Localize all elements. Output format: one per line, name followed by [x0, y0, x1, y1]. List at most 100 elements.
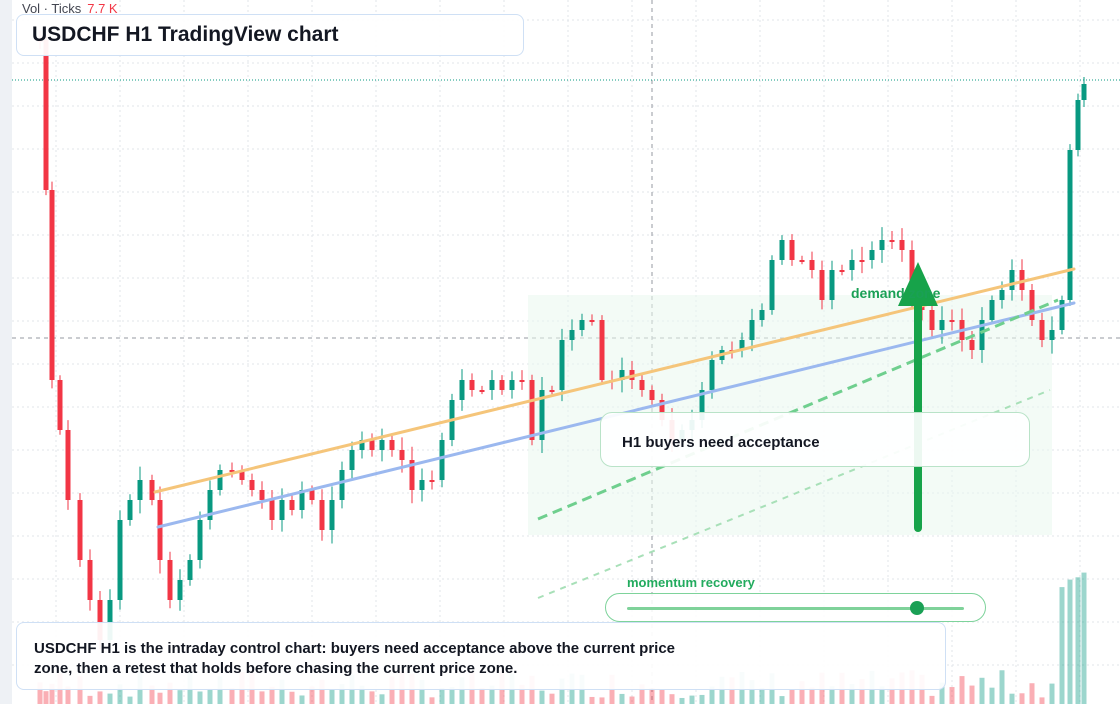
- candle-body: [589, 320, 595, 322]
- volume-bar: [107, 693, 113, 704]
- candle-body: [137, 480, 143, 500]
- candle-body: [839, 270, 845, 272]
- volume-bar: [319, 679, 325, 704]
- volume-bar: [369, 691, 375, 704]
- volume-bar: [259, 691, 265, 704]
- candle-body: [829, 270, 835, 300]
- volume-bar: [49, 683, 55, 704]
- volume-bar: [719, 676, 725, 704]
- candle-body: [65, 430, 71, 500]
- summary-text: USDCHF H1 is the intraday control chart:…: [34, 640, 676, 677]
- volume-bar: [389, 676, 395, 704]
- candle-body: [599, 320, 605, 380]
- candle-body: [579, 320, 585, 330]
- volume-bar: [629, 696, 635, 704]
- candle-body: [77, 500, 83, 560]
- candle-body: [999, 290, 1005, 300]
- volume-bar: [729, 677, 735, 704]
- candle-body: [1039, 320, 1045, 340]
- candle-body: [107, 600, 113, 640]
- candle-body: [127, 500, 133, 520]
- candle-body: [649, 390, 655, 400]
- candle-body: [1081, 84, 1087, 100]
- volume-bar: [589, 696, 595, 704]
- summary-card: USDCHF H1 is the intraday control chart:…: [16, 622, 946, 690]
- candle-body: [1009, 270, 1015, 290]
- volume-bar: [379, 694, 385, 704]
- volume-bar: [549, 693, 555, 704]
- volume-bar: [929, 695, 935, 704]
- candle-body: [389, 440, 395, 450]
- candle-body: [1049, 330, 1055, 340]
- acceptance-note: H1 buyers need acceptance: [600, 412, 1030, 467]
- candle-body: [879, 240, 885, 250]
- candle-body: [187, 560, 193, 580]
- volume-bar: [157, 692, 163, 704]
- momentum-track: [627, 607, 964, 610]
- candle-body: [789, 240, 795, 260]
- volume-bar: [749, 680, 755, 704]
- candle-body: [117, 520, 123, 600]
- candle-body: [979, 320, 985, 350]
- price-scale-rail[interactable]: [0, 0, 12, 704]
- volume-bar: [619, 693, 625, 704]
- volume-bar: [799, 681, 805, 704]
- candle-body: [339, 470, 345, 500]
- candle-body: [779, 240, 785, 260]
- up-arrow-icon: [898, 262, 938, 306]
- volume-bar: [329, 688, 335, 704]
- volume-bar: [709, 686, 715, 704]
- volume-bar: [979, 677, 985, 704]
- volume-bar: [689, 695, 695, 704]
- candle-body: [439, 440, 445, 480]
- candle-body: [57, 380, 63, 430]
- candle-body: [519, 380, 525, 382]
- demand-zone-upper-dash: [537, 298, 1059, 521]
- volume-bar: [269, 686, 275, 704]
- volume-bar: [559, 678, 565, 704]
- candle-body: [87, 560, 93, 600]
- volume-bar: [479, 687, 485, 704]
- volume-bar: [889, 678, 895, 704]
- momentum-knob[interactable]: [909, 601, 924, 615]
- candle-body: [1067, 150, 1073, 300]
- candle-body: [459, 380, 465, 400]
- volume-bar: [279, 679, 285, 704]
- candle-body: [167, 560, 173, 600]
- candle-body: [279, 500, 285, 520]
- candle-body: [499, 380, 505, 390]
- candle-body: [479, 390, 485, 392]
- volume-bar: [699, 694, 705, 704]
- volume-bar: [669, 694, 675, 704]
- candle-body: [799, 260, 805, 262]
- volume-bar: [177, 690, 183, 704]
- volume-bar: [419, 680, 425, 704]
- candle-body: [1059, 300, 1065, 330]
- volume-bar: [849, 684, 855, 704]
- volume-bar: [659, 689, 665, 704]
- volume-legend[interactable]: Vol · Ticks 7.7 K: [22, 1, 118, 16]
- candle-body: [529, 380, 535, 440]
- volume-bar: [989, 687, 995, 704]
- volume-bar: [459, 677, 465, 704]
- momentum-label: momentum recovery: [627, 575, 755, 590]
- volume-bar: [197, 691, 203, 704]
- volume-bar: [359, 685, 365, 704]
- volume-bar: [43, 691, 49, 704]
- volume-bar: [1019, 693, 1025, 704]
- candle-body: [819, 270, 825, 300]
- candle-body: [429, 480, 435, 482]
- volume-bar: [37, 682, 43, 704]
- candle-body: [909, 250, 915, 300]
- candle-body: [889, 240, 895, 242]
- candle-body: [157, 500, 163, 560]
- candle-body: [739, 340, 745, 350]
- demand-zone-label: demand zone: [851, 285, 941, 301]
- momentum-slider[interactable]: [605, 593, 986, 622]
- candle-body: [309, 490, 315, 500]
- volume-bar: [999, 670, 1005, 704]
- page-title: USDCHF H1 TradingView chart: [16, 14, 524, 56]
- candle-body: [1075, 100, 1081, 150]
- candle-body: [869, 250, 875, 260]
- volume-bar: [87, 695, 93, 704]
